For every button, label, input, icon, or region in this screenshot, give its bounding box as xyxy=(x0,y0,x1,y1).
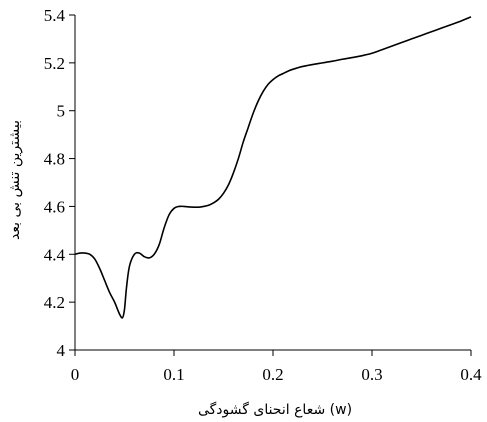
y-tick-label: 4.6 xyxy=(44,197,65,216)
y-tick-label: 4.8 xyxy=(44,150,65,169)
y-ticks: 4 4.2 4.4 4.6 4.8 5 5.2 5.4 xyxy=(44,6,75,360)
y-tick-label: 4 xyxy=(57,341,66,360)
y-tick-label: 4.4 xyxy=(44,245,66,264)
y-tick-label: 5 xyxy=(57,102,66,121)
x-ticks: 0 0.1 0.2 0.3 0.4 xyxy=(71,350,482,384)
x-tick-label: 0.3 xyxy=(361,365,382,384)
y-tick-label: 4.2 xyxy=(44,293,65,312)
data-series-line xyxy=(74,16,472,319)
x-axis-label: (w) شعاع انحنای گشودگی xyxy=(198,401,352,418)
x-tick-label: 0.4 xyxy=(460,365,482,384)
x-tick-label: 0 xyxy=(71,365,80,384)
y-tick-label: 5.2 xyxy=(44,54,65,73)
x-tick-label: 0.1 xyxy=(163,365,184,384)
y-tick-label: 5.4 xyxy=(44,6,66,25)
x-tick-label: 0.2 xyxy=(262,365,283,384)
plot-area: 4 4.2 4.4 4.6 4.8 5 5.2 5.4 0 0.1 0.2 0.3 0.4 xyxy=(44,6,482,384)
y-axis-label: بیشترین تنش بی بعد xyxy=(7,120,23,240)
